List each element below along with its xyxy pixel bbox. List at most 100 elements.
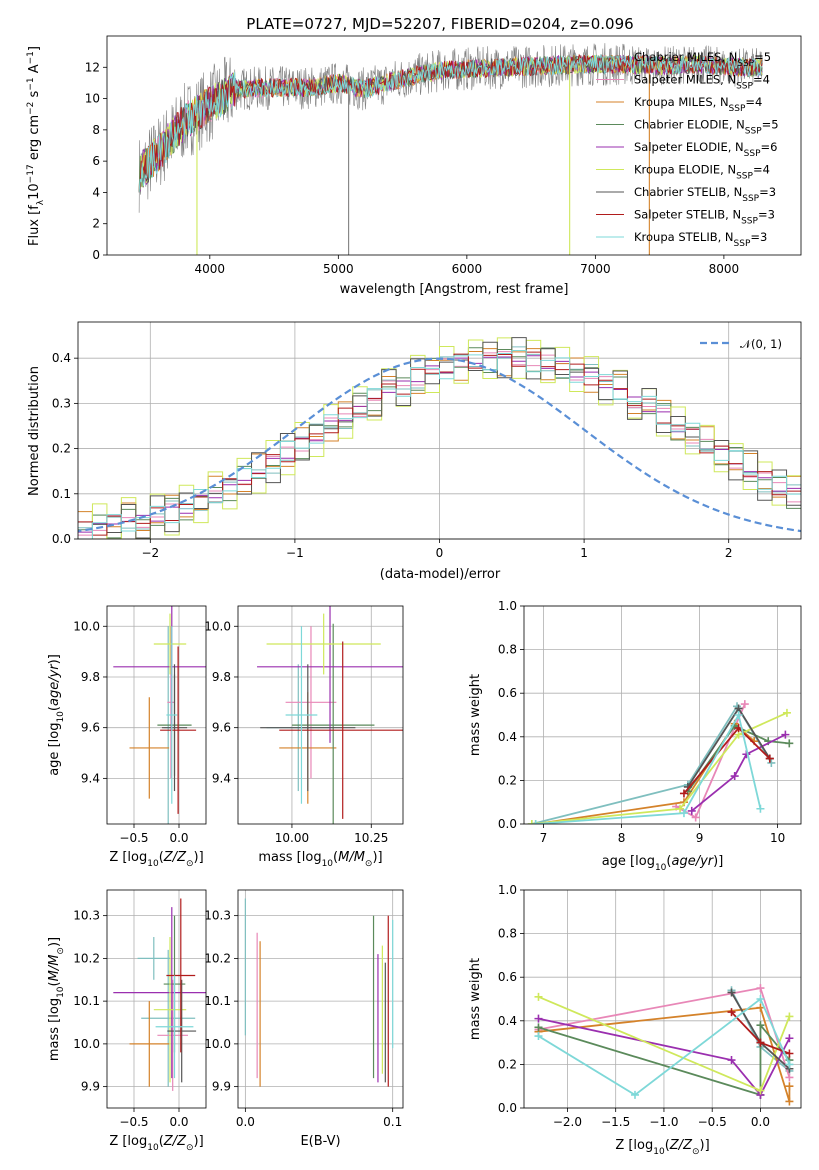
x-tick-label: 10 <box>770 831 785 845</box>
x-tick-label: 10.00 <box>275 831 309 845</box>
gaussian-curve <box>78 357 801 533</box>
axes-frame <box>523 889 802 1109</box>
axes-frame <box>237 605 404 825</box>
x-tick-label: 0.0 <box>236 1115 255 1129</box>
weight-marker <box>785 1097 794 1106</box>
y-tick-label: 0.6 <box>498 686 517 700</box>
legend-entry: Salpeter ELODIE, NSSP=6 <box>634 140 777 159</box>
legend-entry: Kroupa ELODIE, NSSP=4 <box>634 163 770 182</box>
weight-marker <box>734 711 743 719</box>
figure-title: PLATE=0727, MJD=52207, FIBERID=0204, z=0… <box>246 15 633 33</box>
legend-entry: Kroupa STELIB, NSSP=3 <box>634 230 767 249</box>
plot-area <box>113 606 206 824</box>
y-tick-label: 0.4 <box>52 351 71 365</box>
weight-line <box>538 997 791 1097</box>
weight-line <box>691 733 786 812</box>
x-tick-label: 8 <box>618 831 626 845</box>
weight-marker <box>785 739 794 748</box>
y-tick-label: 10.2 <box>73 951 100 965</box>
axes-frame <box>523 605 802 825</box>
x-tick-label: −1.0 <box>649 1115 678 1129</box>
y-tick-label: 6 <box>92 154 100 168</box>
x-tick-label: 1 <box>580 546 588 560</box>
y-tick-label: 10 <box>85 92 100 106</box>
y-tick-label: 9.9 <box>81 1080 100 1094</box>
axes-frame <box>106 605 207 825</box>
plot-area <box>527 700 794 824</box>
y-tick-label: 0.8 <box>498 643 517 657</box>
y-tick-label: 10.0 <box>204 619 231 633</box>
y-tick-label: 2 <box>92 217 100 231</box>
weight-marker <box>756 995 765 1003</box>
y-tick-label: 10.0 <box>73 1037 100 1051</box>
weight-marker <box>756 1038 765 1047</box>
mass-vs-ebv-panel: 0.0 0.1 9.9 10.0 10.1 10.2 10.3 E(B-V) <box>204 889 404 1149</box>
histogram-step <box>78 349 801 539</box>
weight-marker <box>531 820 540 824</box>
weight-marker <box>740 700 749 709</box>
weight-marker <box>782 708 791 717</box>
x-tick-label: −0.5 <box>698 1115 727 1129</box>
weight-vs-metallicity-panel: −2.0 −1.5 −1.0 −0.5 0.0 0.0 0.2 0.4 0.6 0.8 1.0 Z [… <box>468 883 802 1157</box>
y-tick-label: 10.3 <box>73 909 100 923</box>
y-axis-label: mass weight <box>468 674 483 756</box>
weight-marker <box>785 1034 794 1043</box>
y-tick-label: 1.0 <box>498 883 517 897</box>
x-tick-label: 7000 <box>580 262 611 276</box>
plot-area <box>534 984 794 1106</box>
weight-marker <box>730 772 739 781</box>
weight-marker <box>687 806 696 815</box>
y-tick-label: 9.4 <box>81 771 100 785</box>
weight-marker <box>534 1014 543 1023</box>
y-axis-label: mass [log10(M/M⊙)] <box>47 937 66 1061</box>
plot-area <box>113 898 206 1091</box>
y-tick-label: 9.8 <box>212 670 231 684</box>
legend-entry: Salpeter STELIB, NSSP=3 <box>634 208 775 227</box>
x-tick-label: −2 <box>141 546 159 560</box>
x-tick-label: 0.0 <box>169 831 188 845</box>
x-tick-label: 4000 <box>195 262 226 276</box>
weight-marker <box>534 992 543 1001</box>
y-tick-label: 0.2 <box>52 442 71 456</box>
y-tick-label: 0.0 <box>498 1101 517 1115</box>
age-vs-metallicity-panel: −0.5 0.0 9.4 9.6 9.8 10.0 Z [log10(Z/Z⊙)] age [… <box>47 605 207 869</box>
x-tick-label: 0 <box>436 546 444 560</box>
weight-marker <box>756 1086 765 1095</box>
x-tick-label: −1 <box>286 546 304 560</box>
weight-marker <box>630 1090 639 1099</box>
legend-entry: Chabrier STELIB, NSSP=3 <box>634 185 776 204</box>
weight-marker <box>785 1073 794 1082</box>
y-tick-label: 9.4 <box>212 771 231 785</box>
axes-frame <box>106 889 207 1109</box>
model-spectrum-line <box>138 54 763 193</box>
weight-marker <box>679 809 688 818</box>
weight-marker <box>785 1082 794 1091</box>
weight-marker <box>785 1060 794 1069</box>
x-tick-label: 0.0 <box>751 1115 770 1129</box>
weight-marker <box>765 754 774 763</box>
x-tick-label: 2 <box>725 546 733 560</box>
x-tick-label: 0.0 <box>169 1115 188 1129</box>
x-axis-label: age [log10(age/yr)] <box>602 854 724 873</box>
y-tick-label: 10.1 <box>204 994 231 1008</box>
x-axis-label: wavelength [Angstrom, rest frame] <box>340 282 569 297</box>
x-tick-label: −2.0 <box>553 1115 582 1129</box>
weight-marker <box>756 804 765 813</box>
weight-marker <box>781 730 790 739</box>
y-tick-label: 12 <box>85 60 100 74</box>
weight-line <box>538 1022 791 1097</box>
weight-marker <box>534 1032 543 1041</box>
x-tick-label: −0.5 <box>119 1115 148 1129</box>
weight-line <box>535 712 762 824</box>
x-tick-label: 10.25 <box>354 831 388 845</box>
y-tick-label: 0 <box>92 248 100 262</box>
y-tick-label: 0.4 <box>498 1014 517 1028</box>
x-tick-label: 6000 <box>452 262 483 276</box>
legend-entry: 𝒩(0, 1) <box>740 337 782 351</box>
weight-marker <box>679 789 688 798</box>
y-tick-label: 0.1 <box>52 487 71 501</box>
axes-frame <box>77 321 802 540</box>
x-tick-label: −0.5 <box>119 831 148 845</box>
x-tick-label: 9 <box>696 831 704 845</box>
y-tick-label: 0.0 <box>498 817 517 831</box>
